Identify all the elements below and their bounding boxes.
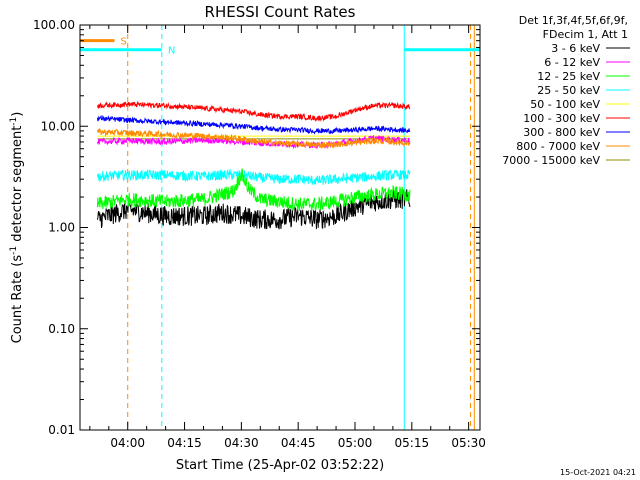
y-tick-label-2: 1.00 [48,221,75,235]
legend-label-3: 25 - 50 keV [537,84,600,97]
y-tick-label-4: 0.01 [48,423,75,437]
chart-title: RHESSI Count Rates [205,3,356,21]
y-axis-label-sup: -1 [9,246,19,255]
series-line-0 [96,189,411,230]
series-line-6 [96,114,411,135]
legend-label-2: 12 - 25 keV [537,70,600,83]
y-axis-label-main: Count Rate (s [10,255,25,344]
legend-header-line-1: Det 1f,3f,4f,5f,6f,9f, [519,14,628,27]
y-axis-label: Count Rate (s-1 detector segment-1) [9,112,25,344]
x-tick-label-6: 05:30 [451,436,486,450]
flag-label-N: N [168,46,175,57]
legend-label-5: 100 - 300 keV [523,112,600,125]
y-axis-label-close: ) [10,112,25,117]
x-tick-label-3: 04:45 [281,436,316,450]
plot-frame [79,24,481,431]
legend-label-7: 800 - 7000 keV [516,140,600,153]
series-line-3 [96,168,411,185]
legend: Det 1f,3f,4f,5f,6f,9f, FDecim 1, Att 1 3… [502,14,630,167]
y-tick-label-3: 0.10 [48,322,75,336]
footer-timestamp: 15-Oct-2021 04:21 [560,468,636,477]
legend-label-1: 6 - 12 keV [544,56,600,69]
legend-label-8: 7000 - 15000 keV [502,154,600,167]
x-tick-label-5: 05:15 [395,436,430,450]
x-tick-label-1: 04:15 [167,436,202,450]
y-axis-label-tail: detector segment [10,126,25,246]
series-line-5 [96,100,411,122]
legend-label-4: 50 - 100 keV [530,98,600,111]
x-tick-label-2: 04:30 [224,436,259,450]
legend-label-0: 3 - 6 keV [551,42,600,55]
flag-label-S: S [120,37,126,48]
y-tick-label-1: 10.00 [41,119,75,133]
series-line-7 [96,127,411,150]
x-tick-label-0: 04:00 [110,436,145,450]
x-tick-label-4: 05:00 [338,436,373,450]
legend-header-line-2: FDecim 1, Att 1 [543,28,628,41]
y-axis-label-sup2: -1 [9,117,19,126]
x-axis-label: Start Time (25-Apr-02 03:52:22) [176,458,384,473]
y-tick-label-0: 100.00 [33,18,75,32]
legend-label-6: 300 - 800 keV [523,126,600,139]
series-line-2 [96,168,411,212]
